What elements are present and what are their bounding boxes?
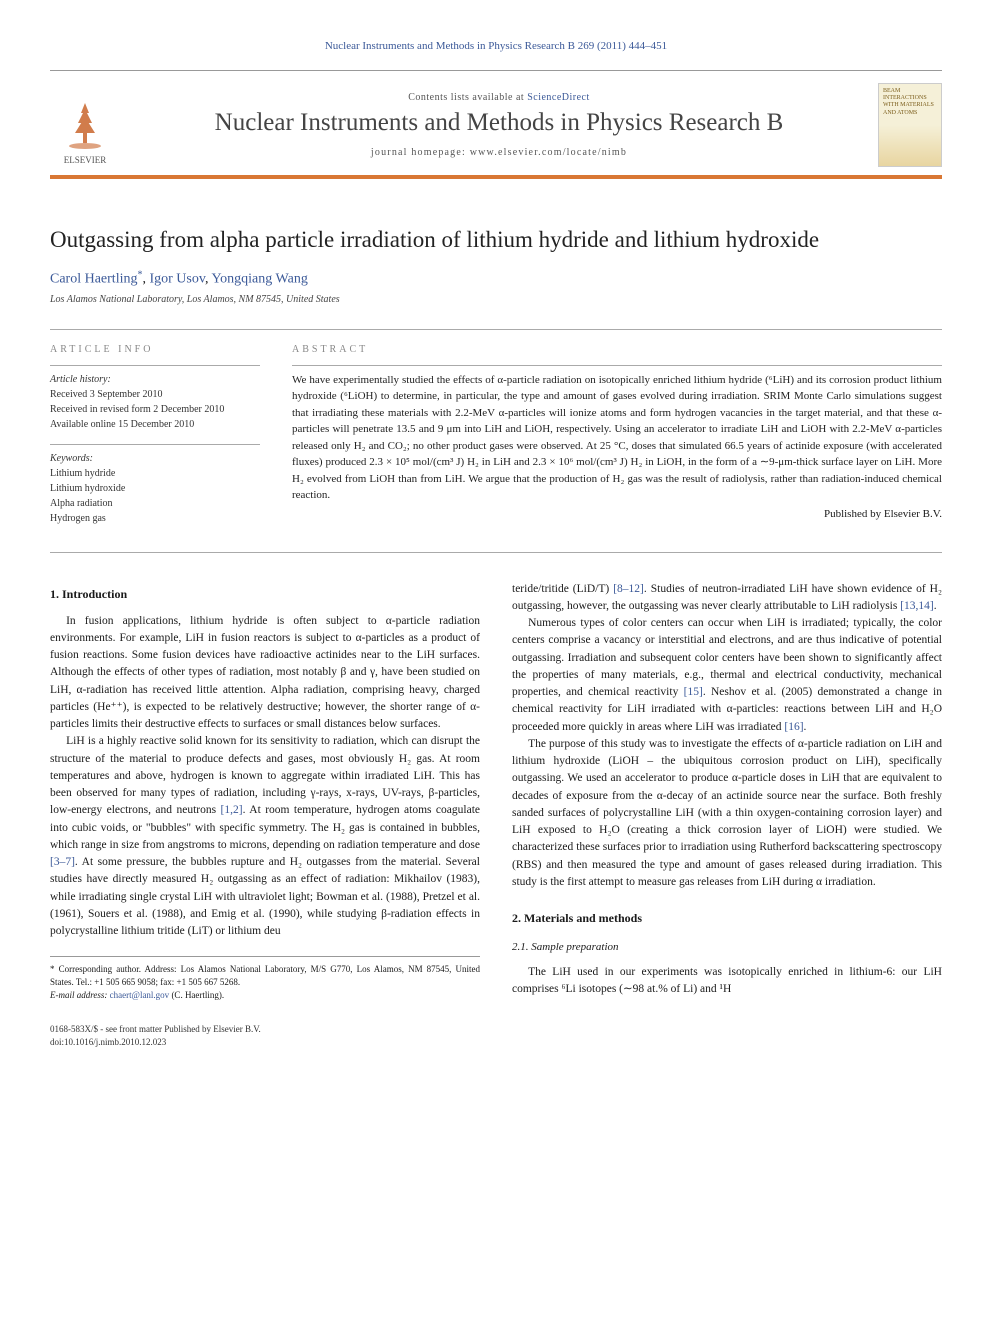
p3-end: . <box>934 600 937 612</box>
journal-cover-thumb: BEAM INTERACTIONS WITH MATERIALS AND ATO… <box>878 83 942 167</box>
author-3[interactable]: Yongqiang Wang <box>211 272 307 287</box>
intro-para-2: LiH is a highly reactive solid known for… <box>50 733 480 940</box>
p3-lead: teride/tritide (LiD/T) <box>512 583 613 595</box>
journal-name: Nuclear Instruments and Methods in Physi… <box>136 109 862 137</box>
journal-citation: Nuclear Instruments and Methods in Physi… <box>50 40 942 52</box>
author-1[interactable]: Carol Haertling <box>50 272 137 287</box>
info-abstract-row: ARTICLE INFO Article history: Received 3… <box>50 329 942 538</box>
section-1-heading: 1. Introduction <box>50 585 480 603</box>
ref-15[interactable]: [15] <box>684 686 703 698</box>
email-link[interactable]: chaert@lanl.gov <box>110 990 170 1000</box>
body-columns: 1. Introduction In fusion applications, … <box>50 581 942 1002</box>
history-line-2: Received in revised form 2 December 2010 <box>50 402 260 417</box>
ref-3-7[interactable]: [3–7] <box>50 856 75 868</box>
elsevier-tree-icon <box>61 99 109 151</box>
corresponding-footnote: * Corresponding author. Address: Los Ala… <box>50 956 480 1001</box>
page-footer: 0168-583X/$ - see front matter Published… <box>50 1023 942 1048</box>
history-line-3: Available online 15 December 2010 <box>50 417 260 432</box>
keyword-3: Alpha radiation <box>50 496 260 511</box>
ref-8-12[interactable]: [8–12] <box>613 583 644 595</box>
section-2-1-heading: 2.1. Sample preparation <box>512 939 942 956</box>
article-info: ARTICLE INFO Article history: Received 3… <box>50 344 260 538</box>
keywords-block: Keywords: Lithium hydride Lithium hydrox… <box>50 444 260 526</box>
keywords-label: Keywords: <box>50 451 260 466</box>
homepage-url[interactable]: www.elsevier.com/locate/nimb <box>470 147 627 158</box>
corresponding-marker[interactable]: * <box>137 272 142 287</box>
journal-homepage: journal homepage: www.elsevier.com/locat… <box>136 147 862 158</box>
keyword-2: Lithium hydroxide <box>50 481 260 496</box>
intro-para-1: In fusion applications, lithium hydride … <box>50 613 480 734</box>
abstract-text: We have experimentally studied the effec… <box>292 372 942 504</box>
history-label: Article history: <box>50 372 260 387</box>
article-info-heading: ARTICLE INFO <box>50 344 260 355</box>
section-2-heading: 2. Materials and methods <box>512 909 942 927</box>
elsevier-label: ELSEVIER <box>64 155 107 165</box>
methods-para-1: The LiH used in our experiments was isot… <box>512 964 942 999</box>
affiliation: Los Alamos National Laboratory, Los Alam… <box>50 294 942 305</box>
author-2[interactable]: Igor Usov <box>149 272 204 287</box>
intro-para-5: The purpose of this study was to investi… <box>512 736 942 891</box>
p2-text-c: . At some pressure, the bubbles rupture … <box>50 856 480 937</box>
ref-1-2[interactable]: [1,2] <box>221 804 243 816</box>
intro-para-4: Numerous types of color centers can occu… <box>512 615 942 736</box>
keyword-4: Hydrogen gas <box>50 511 260 526</box>
email-suffix: (C. Haertling). <box>171 990 224 1000</box>
homepage-prefix: journal homepage: <box>371 147 470 158</box>
footer-line-2: doi:10.1016/j.nimb.2010.12.023 <box>50 1037 166 1047</box>
keyword-1: Lithium hydride <box>50 466 260 481</box>
p4-end: . <box>804 721 807 733</box>
sciencedirect-link[interactable]: ScienceDirect <box>527 92 590 103</box>
abstract-heading: ABSTRACT <box>292 344 942 355</box>
banner-center: Contents lists available at ScienceDirec… <box>136 92 862 158</box>
divider-rule <box>50 552 942 553</box>
intro-para-3-continuation: teride/tritide (LiD/T) [8–12]. Studies o… <box>512 581 942 616</box>
authors-line: Carol Haertling*, Igor Usov, Yongqiang W… <box>50 269 942 288</box>
history-line-1: Received 3 September 2010 <box>50 387 260 402</box>
contents-lists-line: Contents lists available at ScienceDirec… <box>136 92 862 103</box>
footer-line-1: 0168-583X/$ - see front matter Published… <box>50 1024 261 1034</box>
article-title: Outgassing from alpha particle irradiati… <box>50 227 942 253</box>
abstract-column: ABSTRACT We have experimentally studied … <box>292 344 942 538</box>
history-block: Article history: Received 3 September 20… <box>50 365 260 432</box>
ref-16[interactable]: [16] <box>784 721 803 733</box>
footnote-text: Corresponding author. Address: Los Alamo… <box>50 964 480 987</box>
abstract-copyright: Published by Elsevier B.V. <box>292 508 942 520</box>
footnote-marker: * <box>50 964 55 974</box>
elsevier-logo: ELSEVIER <box>50 85 120 165</box>
email-label: E-mail address: <box>50 990 107 1000</box>
abstract-block: We have experimentally studied the effec… <box>292 365 942 520</box>
journal-banner: ELSEVIER Contents lists available at Sci… <box>50 70 942 179</box>
ref-13-14[interactable]: [13,14] <box>900 600 934 612</box>
contents-prefix: Contents lists available at <box>408 92 527 103</box>
